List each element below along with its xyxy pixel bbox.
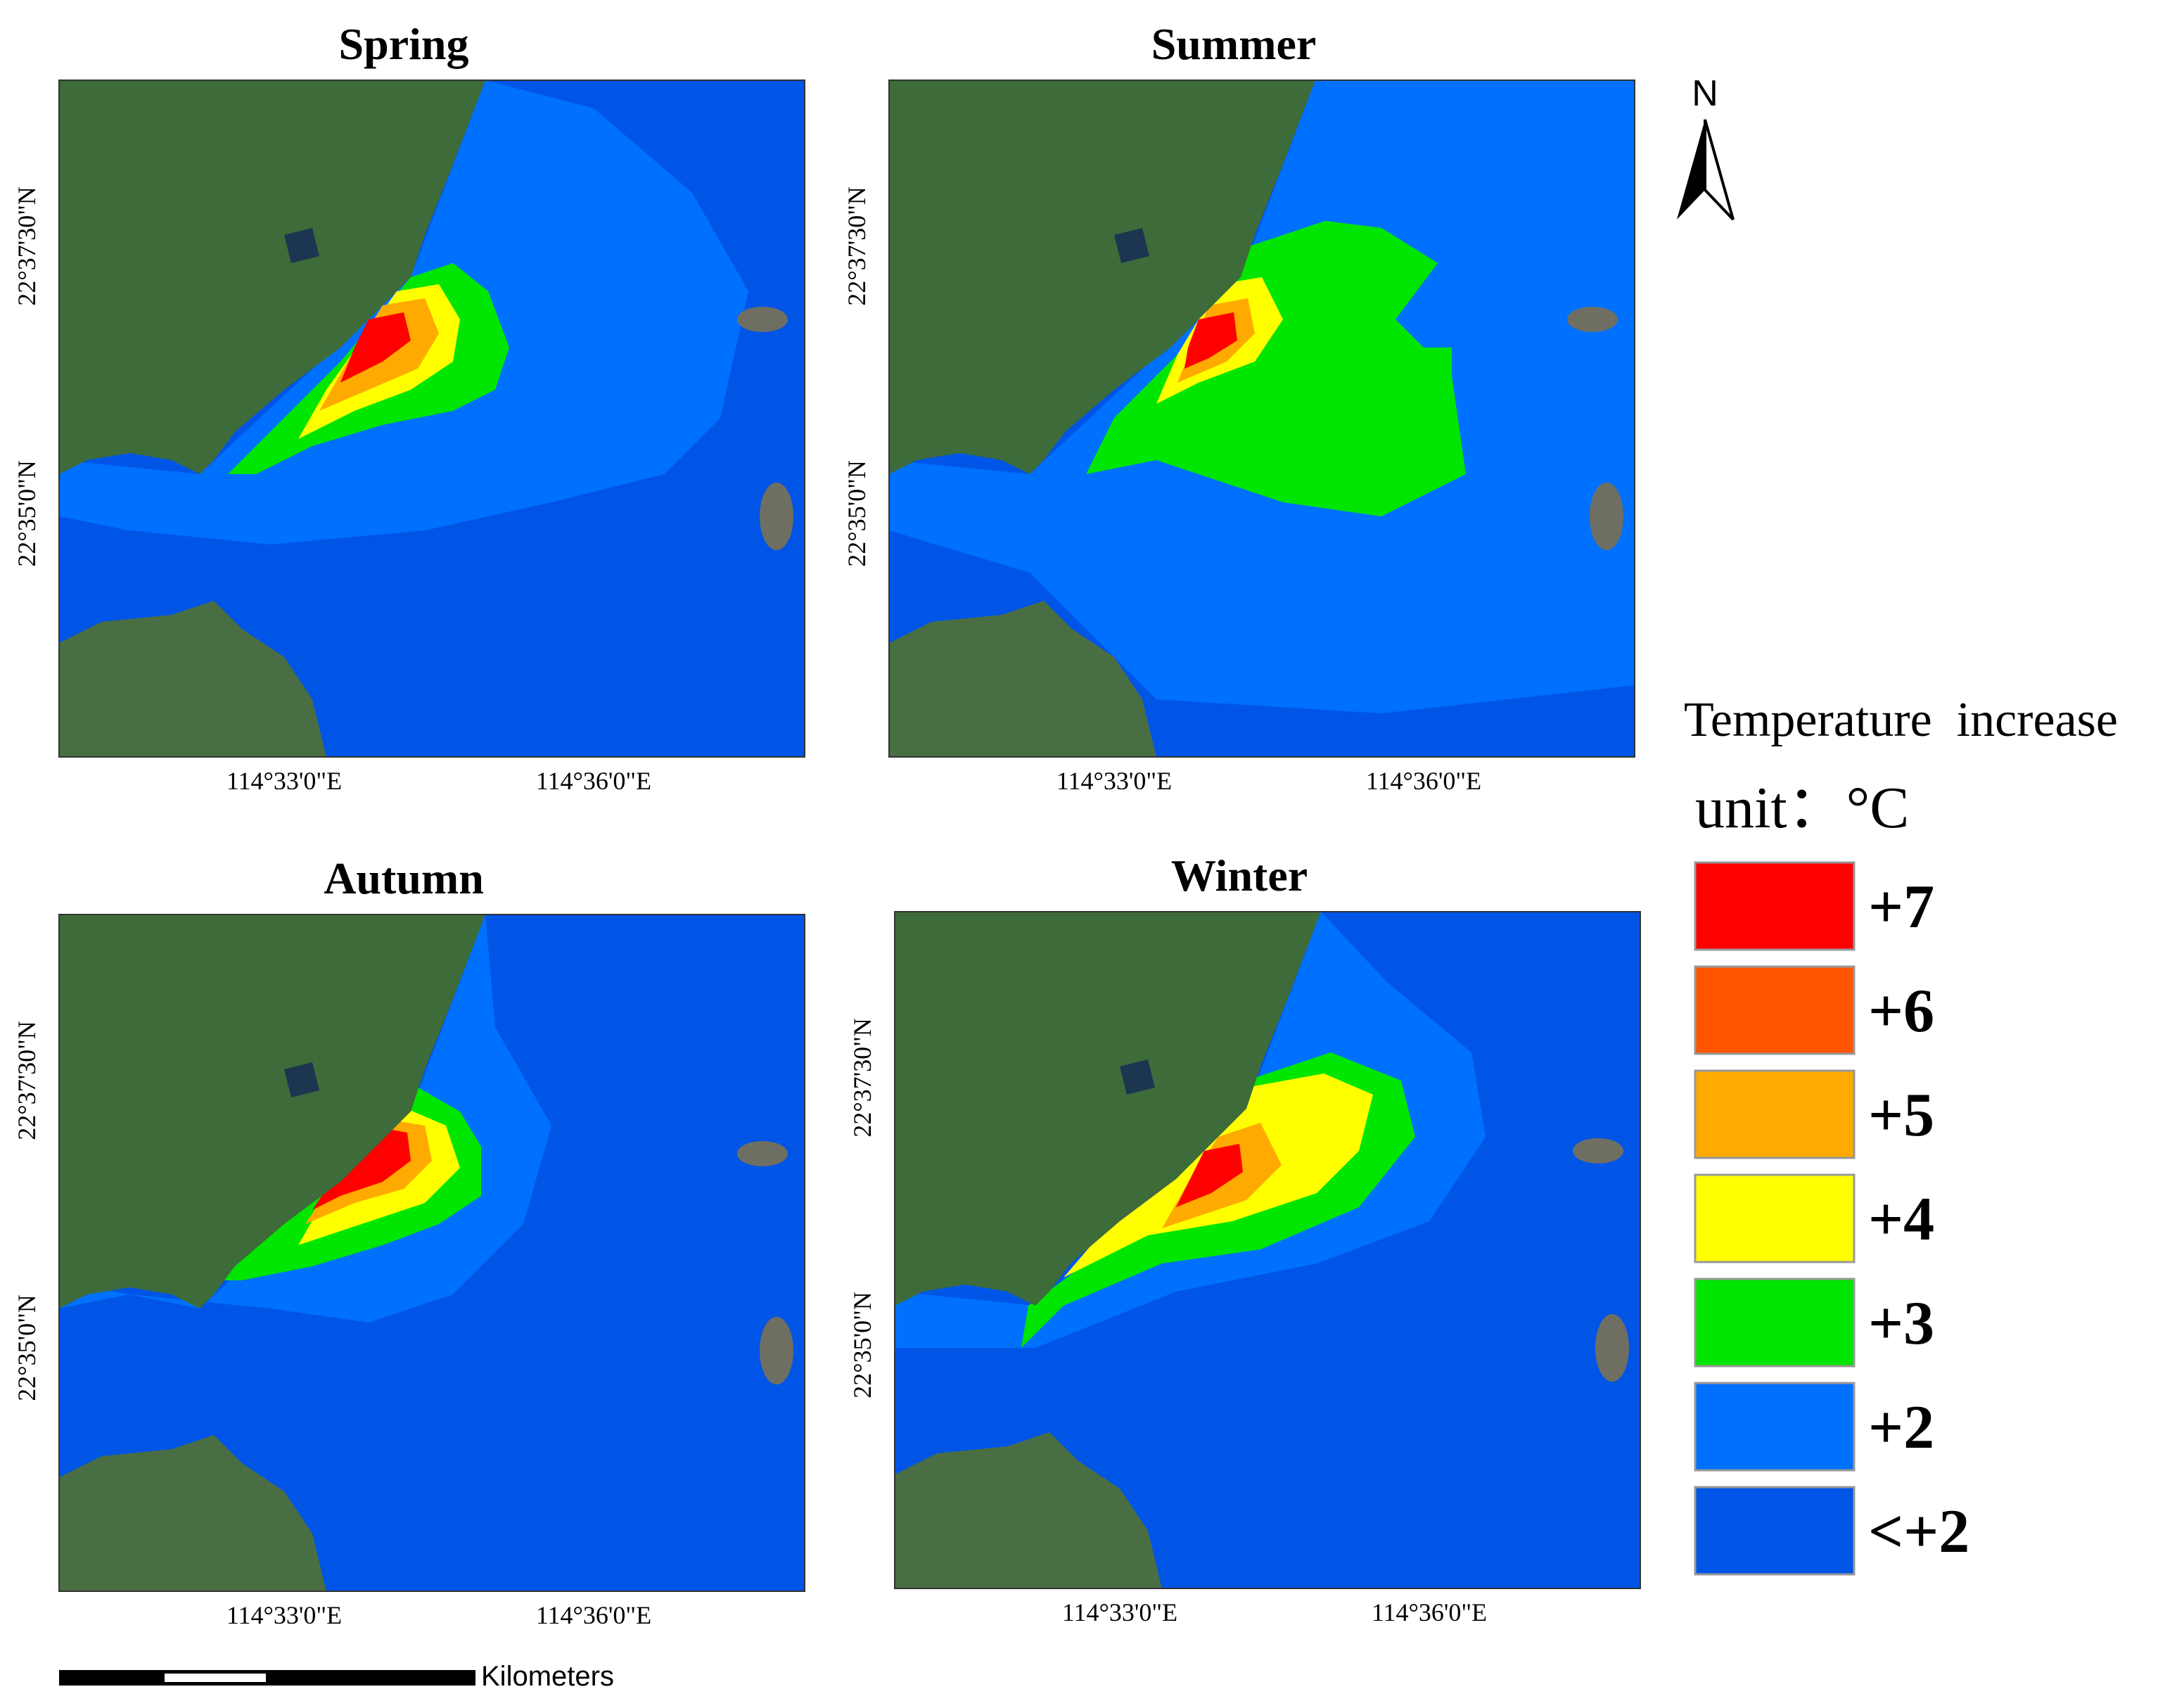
legend-label: +7 [1868, 873, 1934, 941]
panel-title: Summer [1151, 19, 1317, 69]
reservoir [284, 228, 319, 263]
island [737, 1141, 788, 1166]
island [760, 1317, 793, 1384]
x-axis-label: 114°33'0"E [226, 1601, 342, 1629]
x-axis-label: 114°36'0"E [536, 1601, 651, 1629]
x-axis-label: 114°36'0"E [536, 767, 651, 795]
island [1595, 1314, 1629, 1382]
map-panel [889, 80, 1635, 757]
reservoir [1114, 228, 1149, 263]
y-axis-label: 22°37'30"N [13, 186, 41, 306]
land [59, 601, 326, 757]
y-axis-label: 22°35'0"N [848, 1292, 876, 1399]
map-panel [59, 80, 805, 757]
x-axis-label: 114°33'0"E [1056, 767, 1172, 795]
y-axis-label: 22°37'30"N [13, 1021, 41, 1140]
temperature-zone [340, 312, 411, 383]
reservoir [284, 1062, 319, 1097]
land [895, 1432, 1162, 1588]
scale-label: Kilometers [481, 1661, 614, 1692]
legend-label: +6 [1868, 977, 1934, 1045]
legend-label: <+2 [1868, 1498, 1969, 1566]
legend-swatch [1694, 1486, 1856, 1576]
map-frame [58, 79, 805, 758]
island [1567, 307, 1618, 332]
island [1590, 483, 1623, 550]
temperature-zone [1086, 221, 1466, 516]
island [1573, 1138, 1623, 1164]
panel-title: Spring [339, 19, 469, 69]
temperature-zone [895, 912, 1486, 1348]
island [737, 307, 788, 332]
y-axis-label: 22°35'0"N [13, 1294, 41, 1401]
north-label: N [1692, 73, 1718, 114]
temperature-zone [312, 1126, 411, 1210]
land [889, 601, 1156, 757]
x-axis-label: 114°33'0"E [1062, 1598, 1177, 1626]
north-arrow [1704, 119, 1735, 221]
legend-swatch [1694, 1382, 1856, 1472]
legend-swatch [1694, 1069, 1856, 1159]
legend-label: +5 [1868, 1081, 1934, 1149]
legend-label: +2 [1868, 1394, 1934, 1462]
scale-bar [165, 1674, 266, 1682]
map-frame [58, 914, 805, 1592]
temperature-zone [1381, 348, 1452, 390]
land [895, 912, 1321, 1306]
land [59, 1435, 326, 1591]
map-panel [895, 912, 1640, 1588]
legend-swatch [1694, 1278, 1856, 1368]
y-axis-label: 22°37'30"N [843, 186, 871, 306]
north-arrow [1677, 120, 1705, 219]
x-axis-label: 114°36'0"E [1366, 767, 1481, 795]
island [760, 483, 793, 550]
legend-swatch [1694, 965, 1856, 1055]
panel-title: Autumn [324, 853, 484, 903]
legend-label: +3 [1868, 1289, 1934, 1358]
reservoir [1120, 1059, 1155, 1095]
map-frame [888, 79, 1635, 758]
y-axis-label: 22°37'30"N [848, 1018, 876, 1138]
map-frame [894, 911, 1641, 1589]
legend-swatch [1694, 861, 1856, 951]
temperature-zone [1184, 312, 1237, 369]
panel-title: Winter [1171, 850, 1308, 900]
land [59, 80, 485, 474]
land [889, 80, 1315, 474]
map-panel [59, 915, 805, 1591]
temperature-zone [1176, 1144, 1243, 1207]
legend-label: +4 [1868, 1185, 1934, 1254]
legend-title: Temperature increase [1684, 693, 2118, 747]
legend-unit: unit：°C [1695, 775, 1909, 841]
land [59, 915, 485, 1308]
y-axis-label: 22°35'0"N [843, 460, 871, 567]
scale-bar [59, 1670, 475, 1686]
x-axis-label: 114°36'0"E [1372, 1598, 1487, 1626]
legend-swatch [1694, 1173, 1856, 1263]
y-axis-label: 22°35'0"N [13, 460, 41, 567]
x-axis-label: 114°33'0"E [226, 767, 342, 795]
